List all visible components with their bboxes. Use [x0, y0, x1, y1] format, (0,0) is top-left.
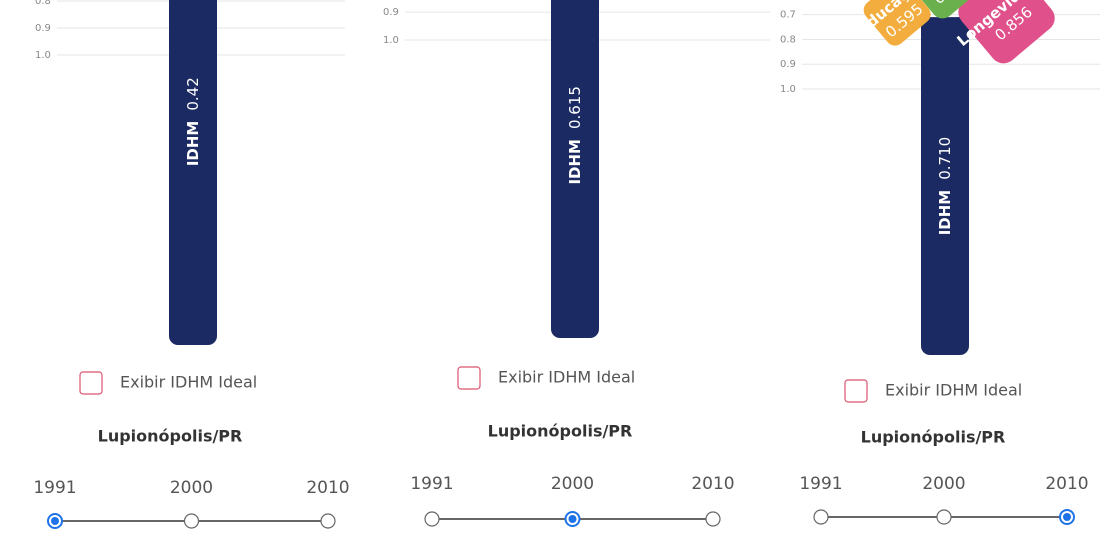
year-option[interactable] [183, 513, 200, 529]
idhm-panel: 1.00.90.80.70.60.50.40.30.20.1IDHM0.615E… [383, 0, 770, 527]
year-label: 2010 [1045, 474, 1088, 494]
year-label: 1991 [410, 474, 453, 494]
idhm-label: IDHM [936, 190, 954, 236]
y-tick-label: 0.8 [35, 0, 51, 7]
y-tick-label: 0.9 [35, 23, 51, 34]
place-title: Lupionópolis/PR [861, 428, 1006, 447]
year-label: 1991 [33, 478, 76, 498]
year-selected [1063, 513, 1071, 521]
idhm-value: 0.710 [936, 137, 954, 180]
idhm-text: IDHM 0.710 [936, 137, 954, 235]
longevidade-diamond: Longevidade0.856 [954, 0, 1055, 64]
idhm-bar [921, 17, 969, 356]
year-selected [51, 517, 59, 525]
longevidade-shape [958, 0, 1055, 64]
place-title: Lupionópolis/PR [98, 427, 243, 446]
checkbox-label: Exibir IDHM Ideal [498, 368, 635, 387]
idhm-value: 0.615 [566, 86, 584, 129]
year-option[interactable] [424, 511, 440, 527]
idhm-panel: 1.00.90.80.70.60.50.40.30.20.1IDHM0.42Ed… [33, 0, 350, 529]
educacao-shape [863, 0, 931, 46]
year-option[interactable] [320, 513, 336, 529]
idhm-value: 0.42 [184, 77, 202, 110]
y-tick-label: 0.7 [780, 10, 796, 21]
educacao-diamond: Educação0.595 [855, 0, 931, 46]
y-tick-label: 0.9 [383, 7, 399, 18]
y-tick-label: 0.8 [780, 34, 796, 45]
renda-diamond: Renda0.703 [905, 0, 985, 19]
idhm-label: IDHM [566, 139, 584, 185]
checkbox[interactable] [79, 371, 103, 395]
idhm-text: IDHM 0.42 [184, 77, 202, 166]
year-selected [568, 515, 577, 523]
checkbox-label: Exibir IDHM Ideal [885, 381, 1022, 400]
idhm-panel: 1.00.90.80.70.60.50.40.30.20.1IDHM0.710E… [780, 0, 1100, 525]
year-label: 2010 [691, 474, 734, 494]
idhm-text: IDHM 0.615 [566, 86, 584, 184]
idhm-label: IDHM [184, 121, 202, 167]
y-tick-label: 1.0 [780, 84, 796, 95]
y-tick-label: 0.9 [780, 59, 796, 70]
year-label: 2000 [551, 474, 594, 494]
place-title: Lupionópolis/PR [488, 422, 633, 441]
year-option[interactable] [813, 509, 829, 525]
year-label: 2010 [306, 478, 349, 498]
idhm-bar [169, 0, 217, 345]
y-tick-label: 1.0 [383, 35, 399, 46]
y-tick-label: 1.0 [35, 50, 51, 61]
year-label: 1991 [799, 474, 842, 494]
checkbox[interactable] [844, 379, 868, 403]
year-label: 2000 [170, 478, 213, 498]
year-option[interactable] [936, 509, 952, 525]
checkbox[interactable] [457, 366, 481, 390]
year-label: 2000 [922, 474, 965, 494]
checkbox-label: Exibir IDHM Ideal [120, 373, 257, 392]
idhm-bar [551, 0, 599, 338]
year-option[interactable] [705, 511, 721, 527]
